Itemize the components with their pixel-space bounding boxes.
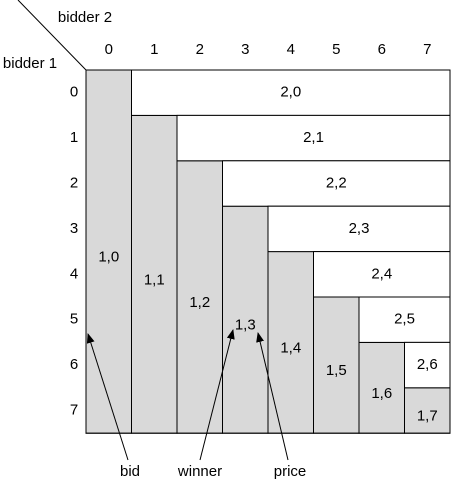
gray-label: 1,6	[371, 385, 392, 402]
white-label: 2,2	[326, 174, 347, 191]
column-header: 0	[105, 41, 113, 58]
gray-label: 1,4	[280, 339, 301, 356]
annotation: bid	[120, 463, 140, 480]
gray-label: 1,5	[326, 362, 347, 379]
grid: 1,0 1,1 1,2 1,3 1,4 1,5 1,6 1,7 2,0 2,1 2,2 2,3 2,4 2…	[70, 41, 451, 434]
white-label: 2,1	[303, 129, 324, 146]
arrow-price	[256, 332, 289, 461]
row-header: 3	[70, 220, 78, 237]
white-region	[358, 296, 451, 343]
white-region	[313, 251, 451, 298]
column-header: 6	[378, 41, 386, 58]
bidder1-label: bidder 1	[3, 55, 57, 72]
column-header: 1	[150, 41, 158, 58]
arrow-bid	[86, 333, 129, 461]
white-region	[404, 341, 451, 389]
corner-diagonal	[17, 0, 87, 71]
column-header: 7	[423, 41, 431, 58]
white-region	[267, 205, 451, 253]
gray-label: 1,3	[235, 317, 256, 334]
bidder2-label: bidder 2	[58, 9, 112, 26]
row-header: 6	[70, 356, 78, 373]
row-header: 0	[70, 84, 78, 101]
column-header: 5	[332, 41, 340, 58]
white-label: 2,6	[417, 356, 438, 373]
gray-label: 1,1	[144, 271, 165, 288]
column-header: 3	[241, 41, 249, 58]
row-header: 7	[70, 401, 78, 418]
gray-label: 1,7	[417, 407, 438, 424]
arrow-winner	[199, 329, 235, 461]
row-header: 5	[70, 311, 78, 328]
white-label: 2,4	[371, 265, 392, 282]
white-label: 2,3	[349, 220, 370, 237]
gray-region	[131, 114, 178, 434]
column-header: 4	[287, 41, 295, 58]
annotation: winner	[177, 463, 222, 480]
gray-label: 1,0	[98, 249, 119, 266]
gray-region	[313, 296, 360, 434]
row-header: 4	[70, 265, 78, 282]
white-region	[222, 160, 451, 207]
annotation: price	[274, 463, 307, 480]
white-region	[131, 69, 451, 116]
row-header: 1	[70, 129, 78, 146]
column-header: 2	[196, 41, 204, 58]
white-label: 2,5	[394, 311, 415, 328]
gray-label: 1,2	[189, 294, 210, 311]
white-label: 2,0	[280, 84, 301, 101]
grid-border	[85, 69, 451, 434]
row-header: 2	[70, 174, 78, 191]
white-region	[176, 114, 451, 162]
